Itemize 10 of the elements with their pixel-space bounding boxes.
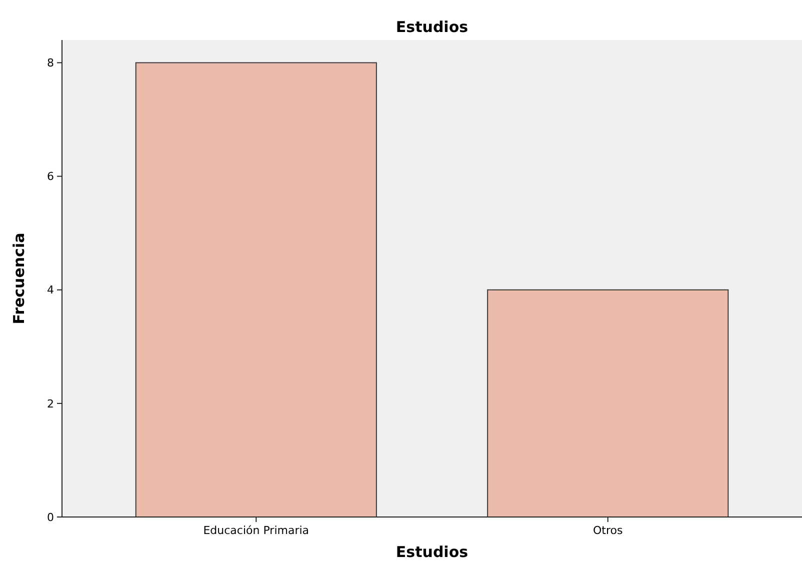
y-tick-label: 8 [47, 56, 54, 70]
y-tick-label: 2 [47, 397, 54, 410]
y-tick-label: 6 [47, 170, 54, 184]
y-tick-label: 4 [47, 284, 54, 297]
x-axis-title: Estudios [396, 543, 468, 561]
x-tick-label: Educación Primaria [203, 524, 310, 537]
x-tick-label: Otros [592, 524, 623, 537]
chart-title: Estudios [396, 18, 468, 36]
y-tick-label: 0 [47, 510, 54, 524]
y-axis-title: Frecuencia [10, 232, 28, 324]
